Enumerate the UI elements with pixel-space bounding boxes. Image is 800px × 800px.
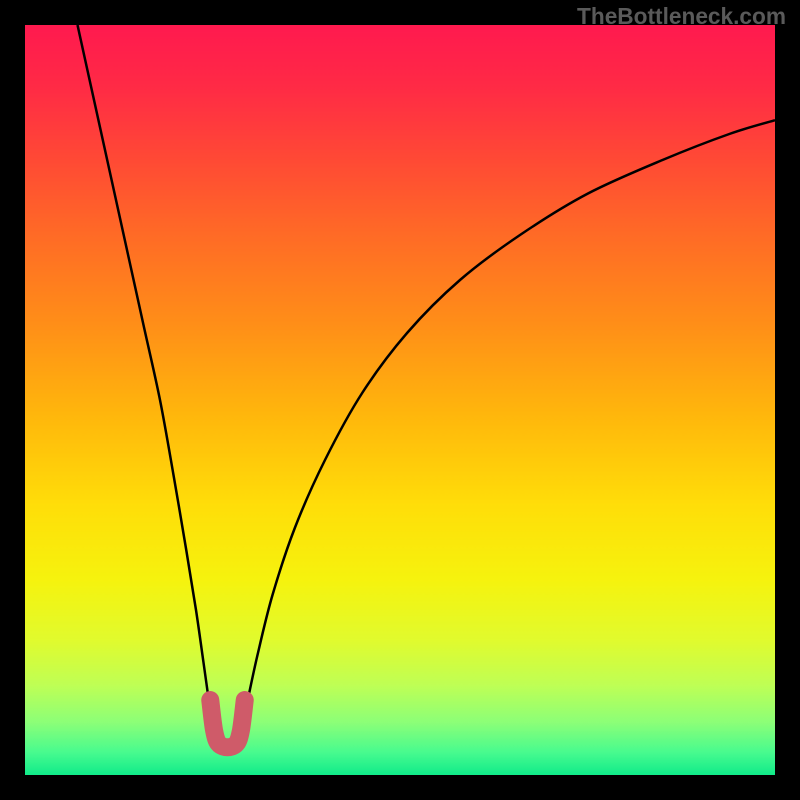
curve-svg: [25, 25, 775, 775]
plot-area: [25, 25, 775, 775]
marker-u: [210, 700, 245, 747]
curve-right: [243, 120, 776, 726]
watermark-text: TheBottleneck.com: [577, 3, 786, 30]
curve-left: [78, 25, 213, 726]
